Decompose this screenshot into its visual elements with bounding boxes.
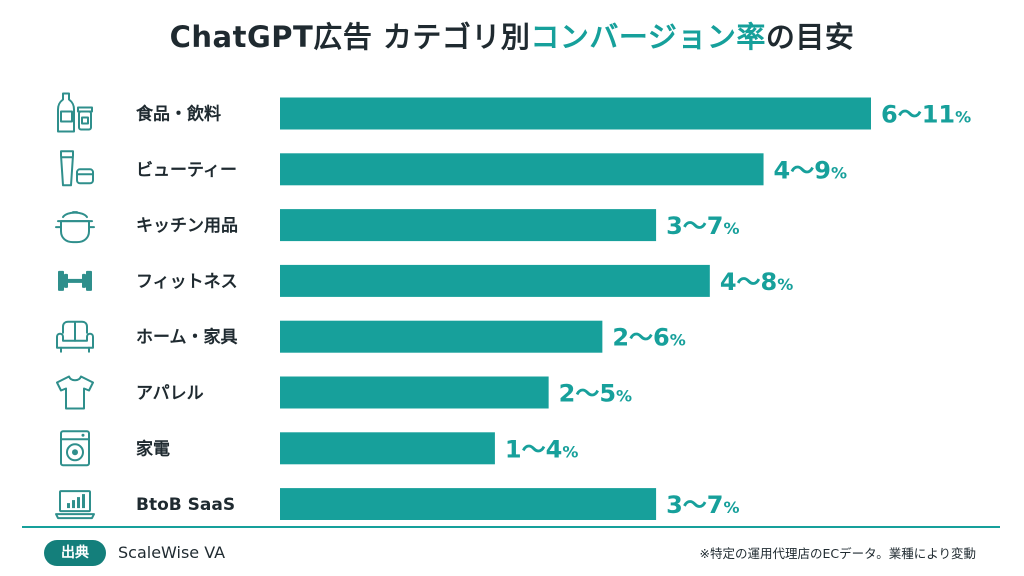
title-part-1: ChatGPT広告 カテゴリ別 — [169, 20, 531, 54]
value-label: 6～11% — [881, 101, 971, 129]
value-label: 4～9% — [774, 156, 847, 184]
title-part-2: コンバージョン率 — [530, 20, 766, 54]
value-label: 4～8% — [720, 268, 793, 296]
bar — [280, 320, 603, 353]
category-label: 家電 — [136, 438, 170, 459]
category-label: フィットネス — [136, 272, 238, 292]
chart-title: ChatGPT広告 カテゴリ別コンバージョン率の目安 — [0, 14, 1024, 56]
source-badge: 出典 — [44, 540, 106, 566]
category-label: アパレル — [136, 384, 204, 404]
bar-chart: 食品・飲料 6～11% ビューティー 4～9% キッチン用品 3～7% フィットネス 4～8%… — [55, 92, 971, 520]
footer-divider — [22, 526, 1000, 528]
bar — [280, 432, 495, 465]
sofa-icon — [56, 320, 94, 353]
chart-row: ビューティー 4～9% — [60, 150, 847, 187]
value-label: 2～5% — [559, 380, 632, 408]
cooking-pot-icon — [55, 211, 95, 244]
chart-row: フィットネス 4～8% — [58, 264, 793, 297]
source-name: ScaleWise VA — [118, 543, 226, 562]
chart-row: 食品・飲料 6～11% — [57, 92, 971, 133]
bottle-jar-icon — [57, 92, 93, 133]
bar — [280, 209, 657, 242]
cosmetics-icon — [60, 150, 94, 187]
category-label: 食品・飲料 — [136, 104, 221, 125]
category-label: ホーム・家具 — [136, 327, 238, 348]
bar — [280, 97, 871, 130]
bar — [280, 264, 710, 297]
t-shirt-icon — [56, 375, 94, 410]
washing-machine-icon — [60, 430, 90, 467]
value-label: 3～7% — [666, 212, 739, 240]
footnote: ※特定の運用代理店のECデータ。業種により変動 — [699, 546, 976, 561]
value-label: 3～7% — [666, 491, 739, 519]
category-label: キッチン用品 — [136, 216, 238, 236]
dumbbell-icon — [58, 270, 92, 291]
bar — [280, 488, 657, 520]
category-label: ビューティー — [136, 160, 237, 180]
value-label: 1～4% — [505, 435, 578, 463]
chart-row: BtoB SaaS 3～7% — [55, 488, 740, 520]
chart-row: キッチン用品 3～7% — [55, 209, 740, 244]
chart-row: ホーム・家具 2～6% — [56, 320, 686, 353]
bar — [280, 376, 549, 409]
laptop-chart-icon — [55, 490, 95, 520]
value-label: 2～6% — [612, 324, 685, 352]
bar — [280, 153, 764, 186]
chart-row: 家電 1～4% — [60, 430, 578, 467]
chart-row: アパレル 2～5% — [56, 375, 632, 410]
category-label: BtoB SaaS — [136, 495, 235, 515]
title-part-3: の目安 — [765, 20, 855, 54]
